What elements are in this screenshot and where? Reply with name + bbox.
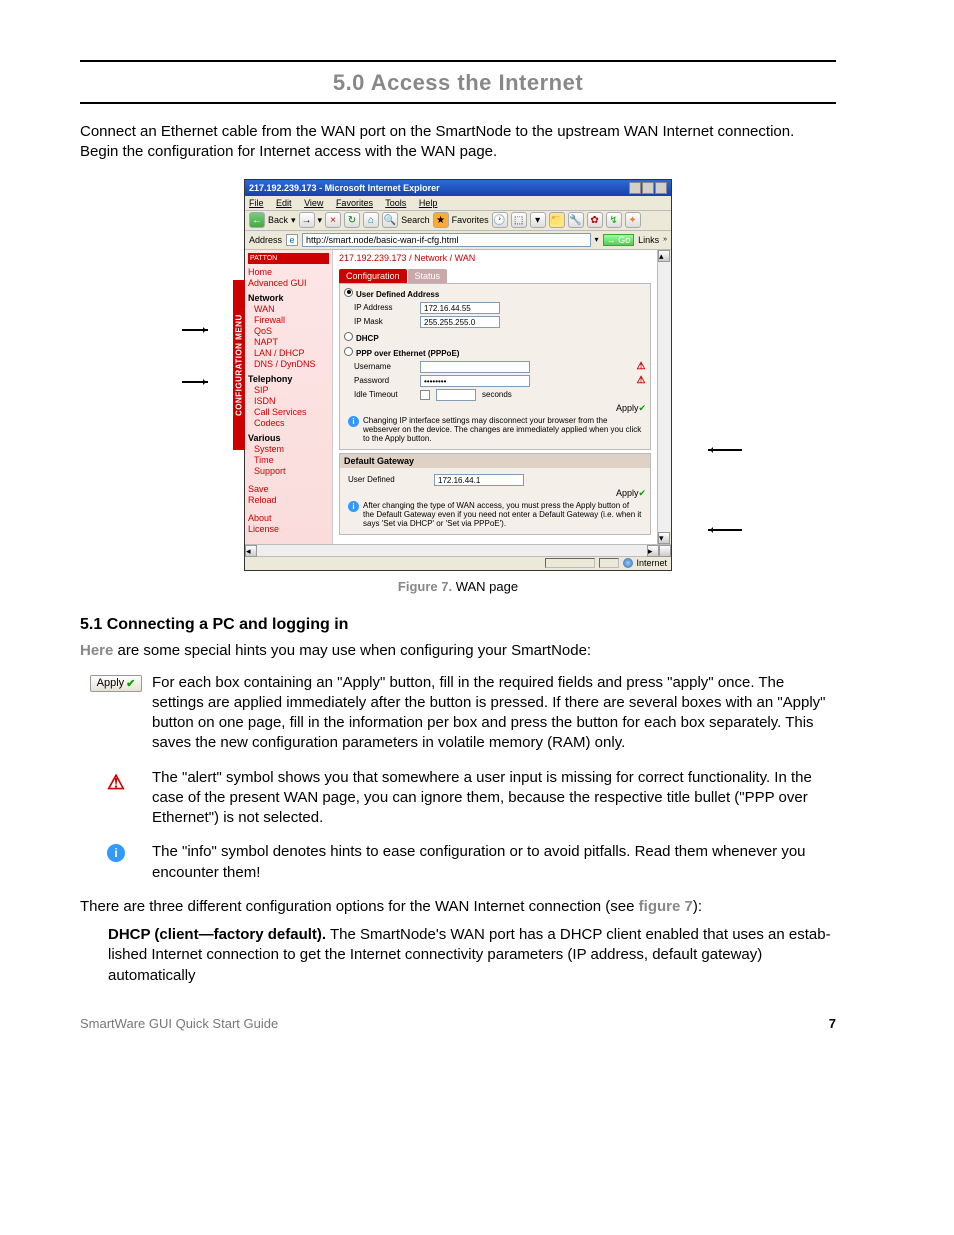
stop-button[interactable]: × xyxy=(325,212,341,228)
favorites-button[interactable]: ★ xyxy=(433,212,449,228)
idle-checkbox[interactable] xyxy=(420,390,430,400)
page-icon: e xyxy=(286,234,298,246)
tab-configuration[interactable]: Configuration xyxy=(339,269,407,283)
pointer-arrow xyxy=(708,529,742,531)
section-5-1: 5.1 Connecting a PC and logging in xyxy=(80,616,836,634)
intro-text: Connect an Ethernet cable from the WAN p… xyxy=(80,122,836,163)
sidebar-item-napt[interactable]: NAPT xyxy=(248,337,329,347)
gateway-panel: Default Gateway User Defined172.16.44.1 … xyxy=(339,453,651,535)
alert-icon: ⚠ xyxy=(107,770,125,795)
go-button[interactable]: → Go xyxy=(603,234,635,246)
hint-apply: Apply✔ For each box containing an "Apply… xyxy=(80,673,836,754)
top-rule xyxy=(80,60,836,62)
ip-mask-input[interactable]: 255.255.255.0 xyxy=(420,316,500,328)
sidebar-item-sip[interactable]: SIP xyxy=(248,385,329,395)
footer-doc-title: SmartWare GUI Quick Start Guide xyxy=(80,1016,278,1031)
pointer-arrow xyxy=(182,381,208,383)
sidebar-item-isdn[interactable]: ISDN xyxy=(248,396,329,406)
sidebar-item-about[interactable]: About xyxy=(248,513,329,523)
zone-icon xyxy=(623,558,633,568)
refresh-button[interactable]: ↻ xyxy=(344,212,360,228)
gateway-input[interactable]: 172.16.44.1 xyxy=(434,474,524,486)
statusbar: Internet xyxy=(245,556,671,570)
idle-input[interactable] xyxy=(436,389,476,401)
page-number: 7 xyxy=(829,1016,836,1031)
scroll-down[interactable]: ▾ xyxy=(658,532,670,544)
sidebar-item-reload[interactable]: Reload xyxy=(248,495,329,505)
info-icon: i xyxy=(348,501,359,512)
titlebar: 217.192.239.173 - Microsoft Internet Exp… xyxy=(245,180,671,196)
alert-icon: ⚠ xyxy=(636,362,646,372)
ie-window: 217.192.239.173 - Microsoft Internet Exp… xyxy=(244,179,672,571)
info-icon: i xyxy=(348,416,359,427)
closing-line: There are three different configuration … xyxy=(80,897,836,917)
sidebar-item-wan[interactable]: WAN xyxy=(248,304,329,314)
username-input[interactable] xyxy=(420,361,530,373)
toolbar[interactable]: ← Back ▾ → ▾ × ↻ ⌂ 🔍 Search ★ Favorites … xyxy=(245,211,671,231)
window-title: 217.192.239.173 - Microsoft Internet Exp… xyxy=(249,183,440,193)
radio-user-defined[interactable] xyxy=(344,288,353,297)
radio-pppoe[interactable] xyxy=(344,347,353,356)
sidebar-item-dns[interactable]: DNS / DynDNS xyxy=(248,359,329,369)
window-controls[interactable] xyxy=(629,182,667,194)
sidebar-item-callsvc[interactable]: Call Services xyxy=(248,407,329,417)
here-line: Here are some special hints you may use … xyxy=(80,642,836,659)
sidebar-item-lan[interactable]: LAN / DHCP xyxy=(248,348,329,358)
main-panel: 217.192.239.173 / Network / WAN Configur… xyxy=(333,250,657,544)
apply-badge-icon: Apply✔ xyxy=(90,675,143,692)
hint-alert: ⚠ The "alert" symbol shows you that some… xyxy=(80,768,836,829)
figure-caption: Figure 7. WAN page xyxy=(80,579,836,594)
tab-status[interactable]: Status xyxy=(408,269,448,283)
sidebar-item-codecs[interactable]: Codecs xyxy=(248,418,329,428)
address-input[interactable]: http://smart.node/basic-wan-if-cfg.html xyxy=(302,233,591,247)
sidebar-item-qos[interactable]: QoS xyxy=(248,326,329,336)
page-content: CONFIGURATION MENU PATTON Home Advanced … xyxy=(245,250,671,544)
hint-info: i The "info" symbol denotes hints to eas… xyxy=(80,842,836,883)
sidebar-item-advgui[interactable]: Advanced GUI xyxy=(248,278,329,288)
alert-icon: ⚠ xyxy=(636,376,646,386)
sidebar-item-support[interactable]: Support xyxy=(248,466,329,476)
patton-logo: PATTON xyxy=(248,253,329,264)
history-button[interactable]: 🕑 xyxy=(492,212,508,228)
dhcp-paragraph: DHCP (client—factory default). The Smart… xyxy=(80,925,836,986)
back-button[interactable]: ← xyxy=(249,212,265,228)
address-bar: Address e http://smart.node/basic-wan-if… xyxy=(245,231,671,250)
sidebar-item-license[interactable]: License xyxy=(248,524,329,534)
apply-button[interactable]: Apply✔ xyxy=(616,403,646,413)
ip-settings-panel: User Defined Address IP Address172.16.44… xyxy=(339,283,651,450)
scroll-up[interactable]: ▴ xyxy=(658,250,670,262)
chapter-title: 5.0 Access the Internet xyxy=(80,70,836,96)
ip-address-input[interactable]: 172.16.44.55 xyxy=(420,302,500,314)
sidebar-item-firewall[interactable]: Firewall xyxy=(248,315,329,325)
h-scrollbar[interactable]: ◂▸ xyxy=(245,544,671,556)
password-input[interactable]: •••••••• xyxy=(420,375,530,387)
pointer-arrow xyxy=(708,449,742,451)
figure-7: 217.192.239.173 - Microsoft Internet Exp… xyxy=(208,179,708,571)
sidebar-item-save[interactable]: Save xyxy=(248,484,329,494)
sidebar-item-system[interactable]: System xyxy=(248,444,329,454)
sidebar: CONFIGURATION MENU PATTON Home Advanced … xyxy=(245,250,333,544)
under-rule xyxy=(80,102,836,104)
radio-dhcp[interactable] xyxy=(344,332,353,341)
apply-button[interactable]: Apply✔ xyxy=(616,488,646,498)
pointer-arrow xyxy=(182,329,208,331)
config-menu-tab[interactable]: CONFIGURATION MENU xyxy=(233,280,245,450)
sidebar-item-home[interactable]: Home xyxy=(248,267,329,277)
sidebar-item-time[interactable]: Time xyxy=(248,455,329,465)
tabs: Configuration Status xyxy=(339,269,651,283)
home-button[interactable]: ⌂ xyxy=(363,212,379,228)
forward-button[interactable]: → xyxy=(299,212,315,228)
search-button[interactable]: 🔍 xyxy=(382,212,398,228)
info-icon: i xyxy=(107,844,125,862)
page-footer: SmartWare GUI Quick Start Guide 7 xyxy=(80,1016,836,1031)
breadcrumb: 217.192.239.173 / Network / WAN xyxy=(339,253,651,263)
menubar[interactable]: File Edit View Favorites Tools Help xyxy=(245,196,671,211)
